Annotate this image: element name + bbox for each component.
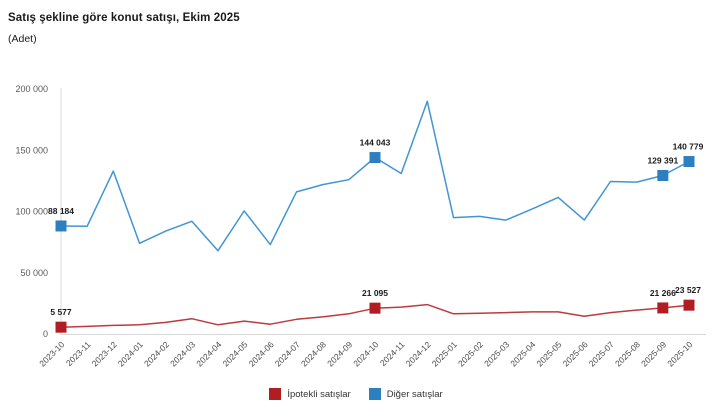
y-tick-label: 0 <box>43 329 48 339</box>
y-tick-label: 150 000 <box>15 145 48 155</box>
x-tick-label: 2023-11 <box>64 339 93 368</box>
legend-swatch-red <box>269 388 282 400</box>
legend-label: Diğer satışlar <box>386 388 443 400</box>
y-tick-label: 200 000 <box>15 84 48 94</box>
data-point-marker <box>683 156 695 168</box>
x-tick-label: 2025-01 <box>430 339 459 368</box>
x-tick-label: 2024-03 <box>168 339 197 368</box>
data-point-marker <box>55 321 67 333</box>
x-tick-label: 2025-06 <box>561 339 590 368</box>
series-line-diger <box>60 100 690 252</box>
legend-item-ipotekli: İpotekli satışlar <box>269 388 351 400</box>
data-point-marker <box>369 302 381 314</box>
x-tick-label: 2025-09 <box>639 339 668 368</box>
data-label: 23 527 <box>675 285 701 295</box>
data-point-marker <box>657 302 669 314</box>
x-tick-label: 2023-12 <box>90 339 119 368</box>
data-point-marker <box>683 299 695 311</box>
x-tick-label: 2025-10 <box>665 339 694 368</box>
data-label: 144 043 <box>360 138 391 148</box>
chart-subtitle: (Adet) <box>8 33 37 45</box>
x-tick-label: 2024-10 <box>351 339 380 368</box>
x-tick-label: 2024-12 <box>404 339 433 368</box>
y-tick-label: 50 000 <box>20 268 48 278</box>
data-label: 129 391 <box>647 155 678 165</box>
x-tick-label: 2025-08 <box>613 339 642 368</box>
x-tick-label: 2025-02 <box>456 339 485 368</box>
data-label: 88 184 <box>48 206 74 216</box>
x-tick-label: 2024-07 <box>273 339 302 368</box>
x-tick-label: 2024-09 <box>325 339 354 368</box>
x-tick-label: 2024-01 <box>116 339 145 368</box>
data-label: 21 266 <box>650 288 676 298</box>
data-label: 21 095 <box>362 288 388 298</box>
chart-legend: İpotekli satışlar Diğer satışlar <box>0 388 712 400</box>
data-point-marker <box>55 220 67 232</box>
x-tick-label: 2025-05 <box>534 339 563 368</box>
x-tick-label: 2025-04 <box>508 339 537 368</box>
legend-label: İpotekli satışlar <box>287 388 351 400</box>
data-point-marker <box>657 169 669 181</box>
data-label: 5 577 <box>50 307 72 317</box>
x-tick-label: 2023-10 <box>37 339 66 368</box>
x-tick-label: 2024-04 <box>194 339 223 368</box>
x-tick-label: 2024-08 <box>299 339 328 368</box>
chart-title: Satış şekline göre konut satışı, Ekim 20… <box>8 12 240 24</box>
x-tick-label: 2024-02 <box>142 339 171 368</box>
legend-swatch-blue <box>368 388 381 400</box>
legend-item-diger: Diğer satışlar <box>368 388 443 400</box>
x-tick-label: 2025-07 <box>587 339 616 368</box>
x-tick-label: 2025-03 <box>482 339 511 368</box>
x-tick-label: 2024-05 <box>220 339 249 368</box>
data-label: 140 779 <box>673 142 704 152</box>
y-tick-label: 100 000 <box>15 207 48 217</box>
x-tick-label: 2024-11 <box>378 339 407 368</box>
x-tick-label: 2024-06 <box>247 339 276 368</box>
data-point-marker <box>369 152 381 164</box>
